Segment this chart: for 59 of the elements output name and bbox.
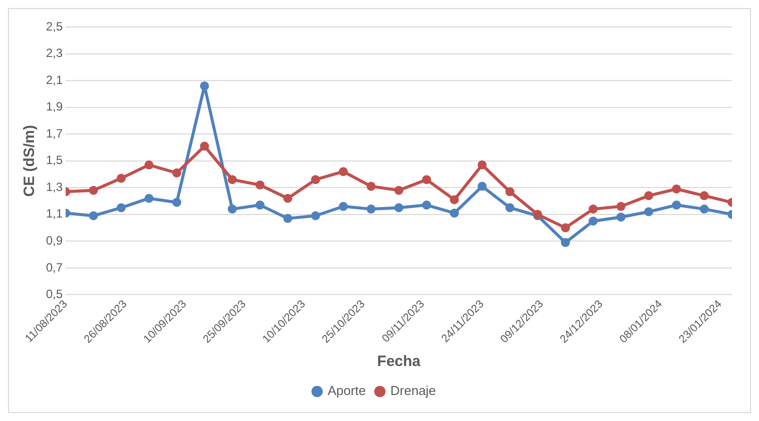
y-tick-label: 2,5 [46, 19, 63, 34]
point [116, 203, 126, 212]
point [450, 195, 459, 204]
point [311, 211, 320, 220]
y-axis-title: CE (dS/m) [21, 125, 38, 197]
point [505, 203, 514, 212]
point [338, 202, 348, 211]
point [283, 214, 292, 223]
point [283, 194, 292, 203]
y-tick-label: 2,3 [46, 46, 63, 60]
point [422, 200, 432, 210]
point [366, 204, 376, 214]
point [366, 182, 376, 191]
point [88, 186, 98, 195]
point [560, 223, 570, 232]
point [338, 167, 348, 176]
point [144, 160, 154, 170]
point [228, 204, 237, 214]
point [700, 191, 709, 200]
point [311, 175, 320, 184]
point [588, 204, 598, 214]
y-tick-label: 1,7 [46, 126, 63, 140]
point [256, 180, 265, 190]
y-tick-label: 0,9 [46, 234, 63, 248]
point [200, 81, 209, 90]
point [394, 203, 404, 212]
point [450, 208, 459, 218]
y-tick-label: 0,5 [46, 287, 63, 302]
y-tick-label: 1,9 [46, 100, 63, 114]
point [200, 142, 209, 151]
point [700, 204, 709, 214]
legend-label: Drenaje [390, 383, 436, 398]
point [616, 212, 626, 222]
point [616, 202, 626, 211]
point [172, 168, 182, 178]
y-tick-label: 1,1 [46, 206, 63, 221]
point [672, 184, 681, 194]
point [394, 186, 404, 195]
point [505, 187, 514, 196]
point [478, 182, 487, 191]
y-tick-label: 0,7 [46, 260, 63, 274]
y-tick-label: 1,5 [46, 153, 63, 168]
point [228, 175, 237, 184]
point [588, 216, 598, 226]
legend-label: Aporte [328, 383, 366, 398]
point [478, 160, 487, 170]
point [422, 175, 432, 184]
point [644, 207, 654, 216]
x-axis-title: Fecha [377, 353, 422, 370]
point [256, 200, 265, 210]
point [644, 191, 654, 200]
point [116, 174, 126, 183]
point [144, 194, 154, 203]
point [560, 238, 570, 248]
y-tick-label: 2,1 [46, 72, 63, 87]
y-tick-label: 1,3 [46, 180, 63, 194]
point [172, 198, 182, 207]
point [672, 200, 681, 210]
point [88, 211, 98, 220]
